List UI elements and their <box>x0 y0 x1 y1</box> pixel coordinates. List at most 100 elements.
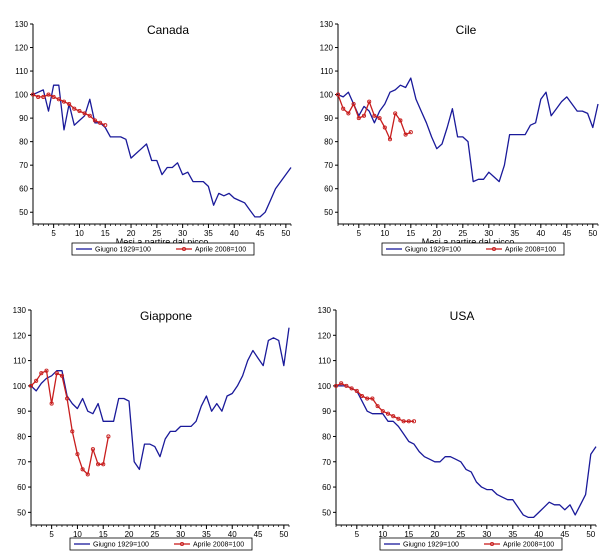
y-tick-label: 120 <box>318 331 332 340</box>
data-point <box>56 97 61 102</box>
x-tick-label: 30 <box>178 229 187 238</box>
data-point <box>351 101 356 107</box>
y-tick-label: 130 <box>15 20 29 29</box>
data-point <box>339 381 344 386</box>
legend: Giugno 1929=100 Aprile 2008=100 <box>69 537 253 551</box>
y-tick-label: 120 <box>13 331 27 340</box>
chart-title: Cile <box>456 23 477 37</box>
x-tick-label: 25 <box>152 229 161 238</box>
x-tick-label: 50 <box>588 229 597 238</box>
data-point <box>46 92 51 97</box>
data-point <box>85 472 90 477</box>
data-point <box>28 383 34 388</box>
y-tick-label: 100 <box>318 382 332 391</box>
x-tick-label: 15 <box>406 229 415 238</box>
data-point <box>398 118 403 123</box>
data-point <box>344 383 349 388</box>
y-tick-label: 90 <box>17 407 26 416</box>
y-tick-label: 50 <box>19 208 28 217</box>
data-point <box>82 111 87 116</box>
x-tick-label: 40 <box>230 229 239 238</box>
x-tick-label: 10 <box>73 530 82 539</box>
y-tick-label: 110 <box>318 357 331 366</box>
x-tick-label: 5 <box>49 530 54 539</box>
x-tick-label: 35 <box>204 229 213 238</box>
legend-label: Giugno 1929=100 <box>95 247 151 254</box>
x-tick-label: 15 <box>101 229 110 238</box>
data-point <box>365 396 370 401</box>
data-point <box>61 99 67 104</box>
legend-label: Giugno 1929=100 <box>405 247 461 254</box>
x-tick-label: 50 <box>279 530 288 539</box>
legend-label: Aprile 2008=100 <box>193 542 244 549</box>
data-point <box>75 452 80 457</box>
data-point <box>72 106 77 111</box>
data-point <box>393 111 398 116</box>
x-tick-label: 20 <box>125 530 134 539</box>
data-point <box>375 404 380 409</box>
y-tick-label: 120 <box>320 44 334 53</box>
data-point <box>401 419 406 424</box>
y-tick-label: 80 <box>324 138 333 147</box>
data-point <box>41 94 46 99</box>
data-point <box>385 411 391 416</box>
series-line-1929 <box>337 77 599 183</box>
y-tick-label: 110 <box>320 67 333 76</box>
y-tick-label: 110 <box>15 67 28 76</box>
x-tick-label: 15 <box>99 530 108 539</box>
data-point <box>391 414 396 419</box>
legend-box <box>381 242 565 256</box>
data-point <box>36 94 41 99</box>
x-tick-label: 40 <box>536 229 545 238</box>
y-tick-label: 90 <box>324 114 333 123</box>
chart-panel-giappone: 50 60 70 80 90 100 110 120 130 5 10 15 20 25 30 35 40 45 5… <box>13 306 290 551</box>
legend: Giugno 1929=100 Aprile 2008=100 <box>381 242 565 256</box>
data-point <box>67 101 72 107</box>
data-point <box>96 462 101 467</box>
chart-panel-canada: 50 60 70 80 90 100 110 120 130 5 10 15 20 25 30 35 40 45 5… <box>15 20 292 256</box>
x-tick-label: 50 <box>586 530 595 539</box>
y-tick-label: 70 <box>17 458 26 467</box>
y-tick-label: 100 <box>320 91 334 100</box>
data-point <box>333 383 339 388</box>
x-tick-label: 20 <box>127 229 136 238</box>
data-point <box>90 447 95 452</box>
data-point <box>98 120 103 125</box>
x-tick-label: 5 <box>357 229 362 238</box>
legend-box <box>379 537 563 551</box>
chart-title: Canada <box>147 23 189 37</box>
data-point <box>106 434 111 439</box>
x-tick-label: 25 <box>150 530 159 539</box>
y-tick-label: 80 <box>17 432 26 441</box>
data-point <box>356 116 361 121</box>
legend-marker <box>489 541 495 547</box>
data-point <box>70 429 75 434</box>
data-point <box>349 386 354 391</box>
x-tick-label: 30 <box>482 530 491 539</box>
y-tick-label: 60 <box>17 483 26 492</box>
y-tick-label: 70 <box>322 458 331 467</box>
chart-title: Giappone <box>140 309 192 323</box>
x-tick-label: 30 <box>176 530 185 539</box>
data-point <box>39 371 44 376</box>
legend: Giugno 1929=100 Aprile 2008=100 <box>379 537 563 551</box>
x-tick-label: 45 <box>256 229 265 238</box>
legend-marker <box>181 246 187 252</box>
x-tick-label: 25 <box>456 530 465 539</box>
data-point <box>87 113 92 118</box>
data-point <box>354 388 359 393</box>
y-tick-label: 100 <box>13 382 27 391</box>
data-point <box>341 106 346 111</box>
y-tick-label: 60 <box>322 483 331 492</box>
y-tick-label: 70 <box>324 161 333 170</box>
x-tick-label: 45 <box>562 229 571 238</box>
x-tick-label: 45 <box>560 530 569 539</box>
chart-title: USA <box>450 309 475 323</box>
x-tick-label: 40 <box>534 530 543 539</box>
data-point <box>387 137 393 142</box>
data-point <box>54 371 59 376</box>
y-tick-label: 90 <box>19 114 28 123</box>
x-tick-label: 10 <box>380 229 389 238</box>
y-tick-label: 110 <box>13 357 26 366</box>
data-point <box>380 409 385 414</box>
